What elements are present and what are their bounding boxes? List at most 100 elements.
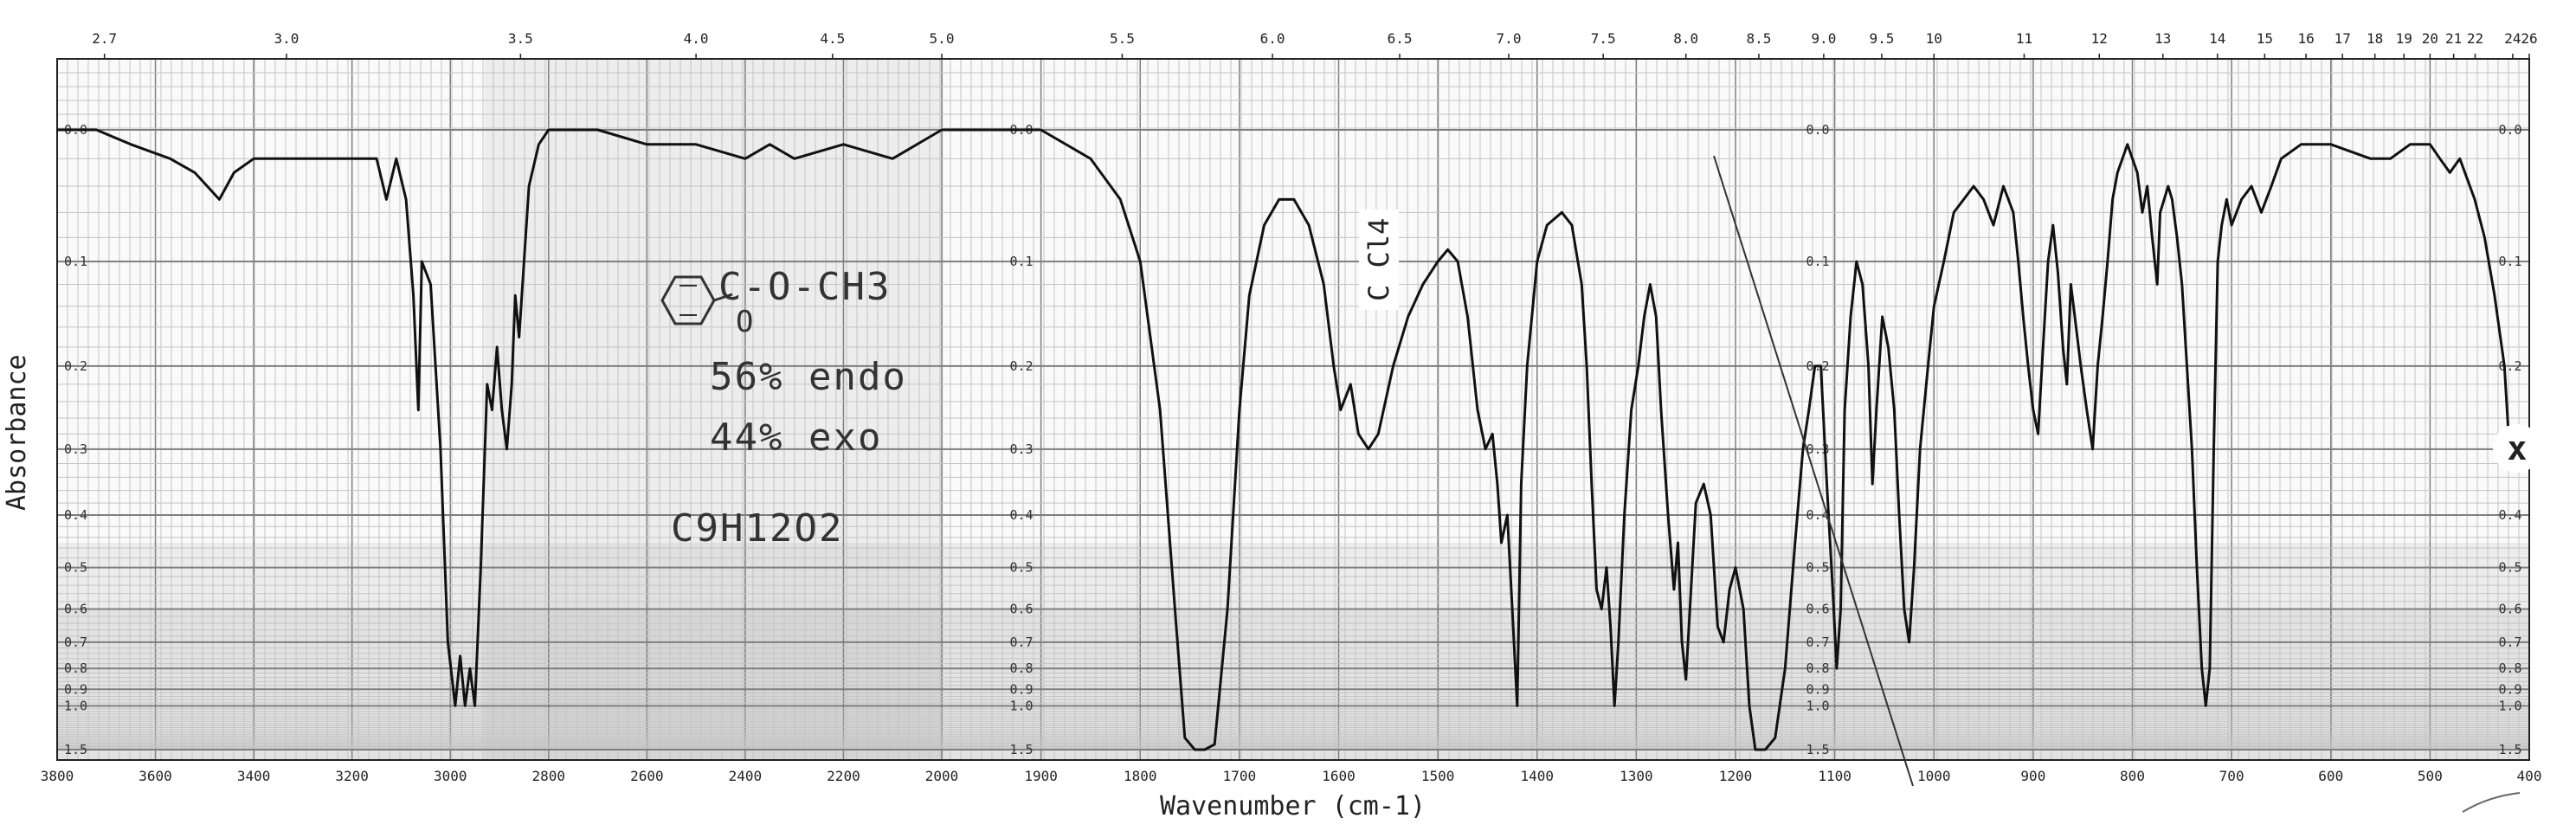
x-tick-label: 2200 <box>827 768 860 784</box>
wavelength-tick-label: 11 <box>2016 30 2032 47</box>
y-tick-label: 0.1 <box>64 254 87 269</box>
y-tick-label: 0.0 <box>2498 122 2521 138</box>
y-axis-label: Absorbance <box>2 354 32 511</box>
x-tick-label: 3000 <box>434 768 467 784</box>
y-tick-label: 0.8 <box>64 660 87 676</box>
wavelength-tick-label: 4.0 <box>684 30 709 47</box>
x-tick-label: 3400 <box>237 768 271 784</box>
benzene-ring-icon <box>660 275 733 325</box>
x-tick-label: 1900 <box>1024 768 1058 784</box>
x-tick-label: 1100 <box>1818 768 1852 784</box>
y-tick-label: 0.2 <box>2498 358 2521 374</box>
y-tick-label: 0.3 <box>1009 441 1033 457</box>
marker-label: x <box>2493 424 2541 473</box>
y-tick-label: 0.9 <box>2498 681 2521 697</box>
wavelength-tick-label: 10 <box>1926 30 1942 47</box>
ester-group: C-O-CH3 <box>718 265 892 309</box>
y-tick-label: 0.3 <box>64 441 87 457</box>
wavelength-tick-label: 3.0 <box>274 30 299 47</box>
wavelength-tick-label: 6.0 <box>1260 30 1285 47</box>
y-tick-label: 1.5 <box>64 742 87 757</box>
wavelength-tick-label: 17 <box>2334 30 2351 47</box>
y-tick-label: 0.7 <box>1009 635 1033 650</box>
ester-structure-note: C-O-CH3 <box>718 265 891 309</box>
wavelength-tick-label: 12 <box>2091 30 2108 47</box>
endo-percent-note: 56% endo <box>710 355 907 399</box>
x-tick-label: 1700 <box>1223 768 1257 784</box>
y-tick-label: 0.2 <box>1009 358 1033 374</box>
y-tick-label: 0.5 <box>1009 560 1033 576</box>
solvent-band-label: C Cl4 <box>1359 209 1399 310</box>
y-tick-label: 0.7 <box>2498 635 2521 650</box>
y-tick-label: 0.6 <box>1806 602 1829 617</box>
x-tick-label: 900 <box>2020 768 2045 784</box>
plot-frame <box>56 58 2530 761</box>
wavelength-tick-label: 22 <box>2467 30 2483 47</box>
grid-lines <box>56 59 2530 760</box>
y-tick-label: 0.1 <box>1009 254 1033 269</box>
x-tick-label: 2400 <box>729 768 763 784</box>
x-tick-label: 2600 <box>630 768 664 784</box>
wavelength-tick-label: 15 <box>2257 30 2273 47</box>
molecular-formula-note: C9H12O2 <box>671 506 844 551</box>
y-tick-label: 0.9 <box>1806 681 1829 697</box>
y-tick-label: 0.2 <box>64 358 87 374</box>
wavelength-tick-label: 9.0 <box>1811 30 1836 47</box>
y-tick-label: 0.8 <box>2498 660 2521 676</box>
x-tick-label: 2000 <box>925 768 959 784</box>
x-tick-label: 800 <box>2120 768 2145 784</box>
x-tick-label: 1600 <box>1322 768 1356 784</box>
x-tick-label: 400 <box>2517 768 2542 784</box>
pen-stroke-2 <box>2462 792 2521 813</box>
wavelength-tick-label: 14 <box>2209 30 2225 47</box>
y-tick-label: 0.8 <box>1009 660 1033 676</box>
y-tick-label: 0.6 <box>2498 602 2521 617</box>
wavelength-tick-label: 16 <box>2297 30 2314 47</box>
carbonyl-oxygen-note: O <box>736 305 756 339</box>
y-tick-label: 0.5 <box>1806 560 1829 576</box>
wavelength-tick-label: 24 <box>2504 30 2521 47</box>
wavelength-tick-label: 8.0 <box>1673 30 1698 47</box>
y-tick-label: 0.7 <box>1806 635 1829 650</box>
x-axis-label: Wavenumber (cm-1) <box>1160 791 1426 821</box>
wavelength-tick-label: 18 <box>2367 30 2383 47</box>
wavelength-tick-label: 3.5 <box>508 30 533 47</box>
y-tick-label: 0.9 <box>64 681 87 697</box>
wavelength-tick-label: 20 <box>2422 30 2438 47</box>
x-tick-label: 1400 <box>1520 768 1554 784</box>
y-tick-label: 0.4 <box>1806 507 1829 523</box>
y-tick-label: 0.0 <box>1806 122 1829 138</box>
y-tick-label: 1.0 <box>1009 698 1033 713</box>
y-tick-label: 1.5 <box>1806 742 1829 757</box>
wavelength-tick-label: 8.5 <box>1747 30 1772 47</box>
wavelength-tick-label: 7.5 <box>1591 30 1616 47</box>
y-tick-label: 1.0 <box>64 698 87 713</box>
y-tick-label: 0.8 <box>1806 660 1829 676</box>
shade-band-3 <box>485 59 943 760</box>
wavelength-tick-label: 13 <box>2154 30 2171 47</box>
pen-stroke-1 <box>1713 155 1914 787</box>
y-tick-label: 0.4 <box>2498 507 2521 523</box>
y-tick-label: 0.6 <box>64 602 87 617</box>
y-tick-label: 0.4 <box>1009 507 1033 523</box>
y-tick-label: 1.5 <box>2498 742 2521 757</box>
x-tick-labels: 3800 3600 3400 3200 3000 2800 2600 2400 2200 2000… <box>41 768 2542 784</box>
y-tick-label: 0.7 <box>64 635 87 650</box>
x-tick-label: 700 <box>2219 768 2244 784</box>
wavelength-tick-label: 26 <box>2521 30 2537 47</box>
wavelength-tick-label: 21 <box>2445 30 2462 47</box>
wavelength-tick-label: 7.0 <box>1497 30 1522 47</box>
wavelength-tick-label: 19 <box>2396 30 2412 47</box>
x-tick-label: 1000 <box>1917 768 1951 784</box>
exo-percent-note: 44% exo <box>710 416 883 460</box>
y-tick-label: 1.5 <box>1009 742 1033 757</box>
x-tick-label: 500 <box>2418 768 2443 784</box>
wavelength-tick-label: 6.5 <box>1388 30 1413 47</box>
y-tick-label: 0.6 <box>1009 602 1033 617</box>
wavelength-tick-label: 9.5 <box>1869 30 1894 47</box>
y-tick-label: 0.1 <box>1806 254 1829 269</box>
y-tick-label: 1.0 <box>2498 698 2521 713</box>
x-tick-label: 3200 <box>335 768 369 784</box>
spectrum-line <box>57 128 2511 751</box>
x-tick-label: 3600 <box>138 768 172 784</box>
